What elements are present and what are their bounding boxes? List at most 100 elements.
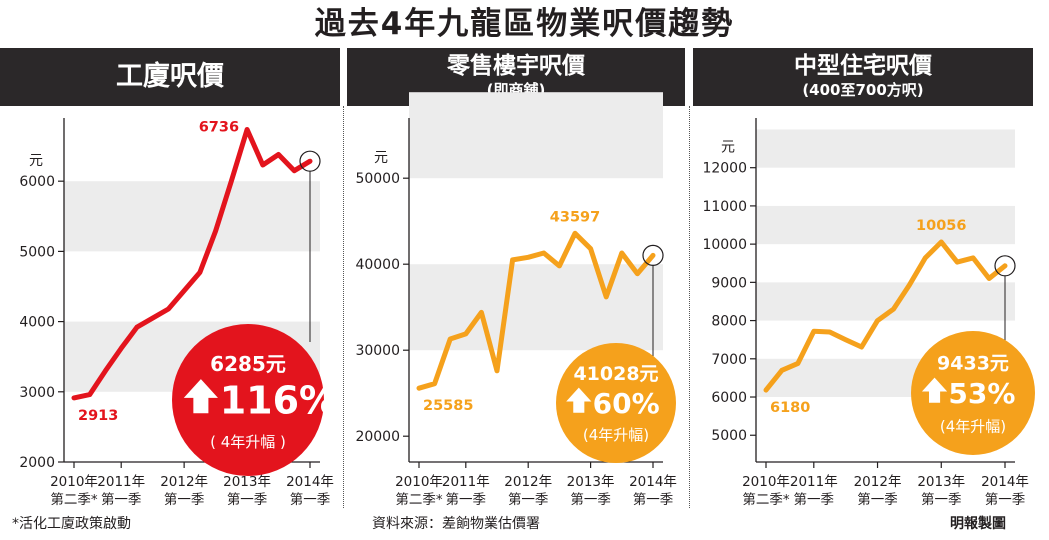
- callout-note: (4年升幅): [583, 426, 649, 444]
- x-tick-label-quarter: 第一季: [570, 491, 611, 508]
- x-tick-label-year: 2011年: [442, 474, 490, 490]
- callout-change: 53%: [948, 377, 1015, 410]
- y-tick-label: 3000: [19, 385, 55, 401]
- data-point: [495, 368, 499, 373]
- panel-subtitle: (400至700方呎): [802, 81, 924, 99]
- page-title: 過去4年九龍區物業呎價趨勢: [314, 6, 735, 42]
- x-tick-label-year: 2010年: [742, 474, 790, 490]
- data-point: [72, 395, 76, 400]
- data-point: [526, 255, 531, 260]
- x-tick-label-year: 2014年: [286, 474, 334, 490]
- x-tick-label-year: 2014年: [981, 474, 1029, 490]
- x-tick-label-quarter: 第一季: [446, 491, 487, 508]
- data-point: [197, 270, 202, 275]
- x-tick-label-year: 2012年: [504, 474, 552, 490]
- x-tick-label-quarter: 第二季*: [742, 491, 789, 508]
- up-arrow-icon: [183, 379, 218, 414]
- data-point: [417, 386, 421, 391]
- series-line: [71, 127, 313, 401]
- data-point: [87, 392, 92, 397]
- data-point: [795, 361, 800, 366]
- x-tick-label-year: 2010年: [50, 474, 98, 490]
- y-tick-label: 5000: [711, 428, 747, 444]
- data-point: [779, 368, 784, 373]
- y-unit-label: 元: [721, 140, 735, 156]
- data-point: [619, 251, 624, 256]
- x-tick-label-quarter: 第二季*: [395, 491, 442, 508]
- data-point: [573, 231, 577, 236]
- x-tick-label-quarter: 第一季: [227, 491, 268, 508]
- data-point: [448, 337, 453, 342]
- footnote: *活化工廈政策啟動: [12, 516, 131, 532]
- callout-bubble: [172, 324, 324, 476]
- data-point: [134, 325, 139, 330]
- data-point: [987, 276, 992, 281]
- data-point: [103, 368, 108, 373]
- x-tick-label-quarter: 第一季: [290, 491, 331, 508]
- x-tick-label-year: 2013年: [917, 474, 965, 490]
- series-line: [416, 230, 656, 391]
- data-point: [827, 330, 832, 335]
- y-tick-label: 7000: [711, 352, 747, 368]
- x-tick-label-year: 2011年: [97, 474, 145, 490]
- x-tick-label-year: 2014年: [629, 474, 677, 490]
- callout-note: ( 4年升幅 ): [210, 433, 286, 451]
- industrial-price-chart: 20003000400050006000元2010年第二季*2011年第一季20…: [19, 118, 337, 508]
- x-tick-label-quarter: 第一季: [633, 491, 674, 508]
- x-tick-label-year: 2012年: [854, 474, 902, 490]
- data-point: [479, 310, 484, 315]
- data-point: [604, 294, 609, 299]
- panel-title: 零售樓宇呎價: [447, 53, 585, 79]
- callout-change: 60%: [593, 387, 660, 420]
- data-point: [557, 263, 562, 268]
- data-point: [245, 127, 250, 132]
- x-tick-label-quarter: 第一季: [101, 491, 142, 508]
- latest-value-ring: [642, 244, 664, 266]
- y-tick-label: 2000: [19, 455, 55, 471]
- y-unit-label: 元: [29, 153, 43, 169]
- up-arrow-icon: [921, 377, 948, 403]
- data-point: [463, 331, 468, 336]
- y-tick-label: 11000: [702, 199, 747, 215]
- data-point: [213, 229, 218, 234]
- data-point: [859, 344, 864, 349]
- x-tick-label-quarter: 第一季: [794, 491, 835, 508]
- data-point: [510, 257, 515, 262]
- x-tick-label-year: 2012年: [160, 474, 208, 490]
- data-label: 10056: [916, 218, 966, 234]
- x-tick-label-quarter: 第一季: [921, 491, 962, 508]
- data-point: [276, 152, 281, 157]
- callout-value: 41028元: [573, 363, 658, 385]
- data-point: [229, 179, 234, 184]
- y-tick-label: 50000: [355, 171, 400, 187]
- y-unit-label: 元: [374, 150, 388, 166]
- data-point: [150, 316, 155, 321]
- grid-band: [64, 181, 320, 252]
- data-label: 6736: [199, 120, 239, 136]
- data-point: [875, 318, 880, 323]
- callout-value: 6285元: [210, 352, 286, 376]
- data-point: [260, 163, 265, 168]
- grid-band: [756, 205, 1015, 245]
- data-point: [182, 288, 187, 293]
- x-tick-label-year: 2011年: [790, 474, 838, 490]
- credit: 明報製圖: [950, 516, 1006, 532]
- industrial-price-panel: 工廈呎價 2000 3000 4000 5000 6000 元 2010年 第二季* 2011年…: [0, 48, 340, 508]
- grid-band: [756, 129, 1015, 168]
- x-tick-label-year: 2013年: [223, 474, 271, 490]
- data-point: [588, 246, 593, 251]
- retail-price-chart: 20000300004000050000元2010年第二季*2011年第一季20…: [355, 92, 677, 508]
- residential-price-chart: 5000 6000 7000 8000 9000 10000 11000 12000 元 2010…: [702, 118, 1035, 508]
- data-point: [166, 306, 171, 311]
- data-point: [891, 307, 896, 312]
- data-label: 25585: [423, 398, 473, 414]
- grid-band: [409, 92, 663, 179]
- grid-band: [409, 264, 663, 351]
- data-label: 2913: [78, 408, 118, 424]
- retail-price-panel: 零售樓宇呎價 (即商舖) 20000 30000 40000 50000 元 2010年第…: [347, 48, 685, 508]
- data-point: [939, 239, 944, 244]
- data-point: [541, 251, 546, 256]
- panel-title: 工廈呎價: [116, 61, 224, 92]
- data-point: [1003, 263, 1007, 268]
